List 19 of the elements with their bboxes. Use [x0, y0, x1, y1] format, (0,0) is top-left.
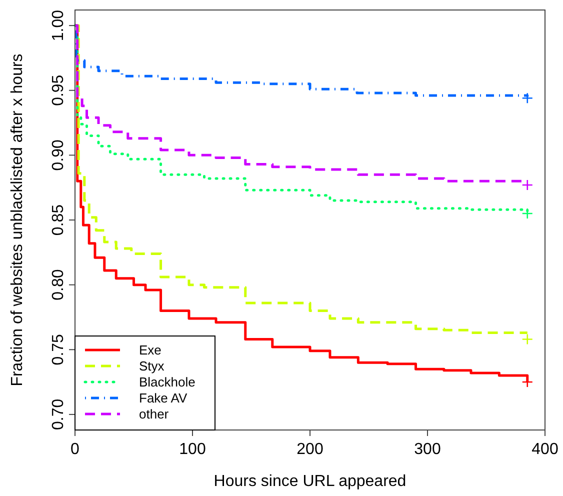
y-tick-label: 0.75 — [50, 334, 67, 366]
y-tick-label: 1.00 — [50, 10, 67, 42]
y-tick-label: 0.70 — [50, 398, 67, 430]
legend-label: other — [139, 406, 170, 422]
x-tick-label: 400 — [532, 441, 558, 458]
x-axis-title: Hours since URL appeared — [214, 473, 406, 490]
y-tick-label: 0.90 — [50, 140, 67, 171]
y-tick-label: 0.85 — [50, 204, 67, 236]
legend-label: Exe — [139, 342, 162, 358]
legend-label: Styx — [139, 358, 165, 374]
x-tick-label: 100 — [179, 441, 206, 458]
legend-label: Blackhole — [139, 374, 196, 390]
x-tick-label: 0 — [70, 441, 80, 458]
legend-label: Fake AV — [139, 390, 188, 406]
x-tick-label: 200 — [296, 441, 324, 458]
y-axis-title: Fraction of websites unblacklisted after x hours — [9, 54, 26, 386]
y-tick-label: 0.95 — [50, 74, 67, 106]
y-tick-label: 0.80 — [50, 269, 67, 300]
x-tick-label: 300 — [414, 441, 441, 458]
